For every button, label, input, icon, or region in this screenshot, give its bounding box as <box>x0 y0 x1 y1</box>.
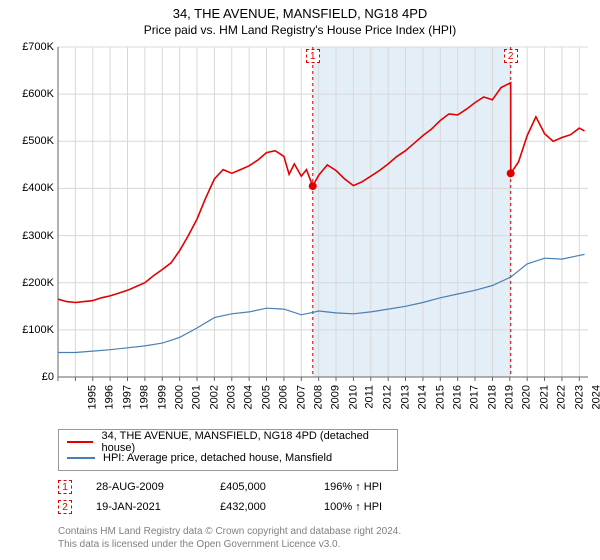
x-tick-label: 2018 <box>486 385 498 409</box>
legend-swatch <box>67 457 95 459</box>
footer-attribution: Contains HM Land Registry data © Crown c… <box>58 525 592 551</box>
x-axis-labels: 1995 1996 1997 1998 1999 2000 2001 2002 2003 2004… <box>8 381 592 425</box>
y-tick-label: £500K <box>8 135 54 147</box>
x-tick-label: 2011 <box>364 385 376 409</box>
legend-item: 34, THE AVENUE, MANSFIELD, NG18 4PD (det… <box>67 434 389 450</box>
sales-table: 1 28-AUG-2009 £405,000 196% ↑ HPI 2 19-JAN-20… <box>58 477 592 517</box>
x-tick-label: 1995 <box>86 385 98 409</box>
x-tick-label: 2012 <box>382 385 394 409</box>
x-tick-label: 2015 <box>434 385 446 409</box>
x-tick-label: 2010 <box>347 385 359 409</box>
x-tick-label: 2000 <box>173 385 185 409</box>
y-tick-label: £200K <box>8 277 54 289</box>
y-tick-label: £600K <box>8 88 54 100</box>
y-tick-label: £400K <box>8 182 54 194</box>
footer-line-1: Contains HM Land Registry data © Crown c… <box>58 525 592 538</box>
x-tick-label: 2022 <box>556 385 568 409</box>
x-tick-label: 2002 <box>208 385 220 409</box>
sale-date: 28-AUG-2009 <box>96 481 196 493</box>
sale-hpi: 100% ↑ HPI <box>324 501 424 513</box>
sale-date: 19-JAN-2021 <box>96 501 196 513</box>
x-tick-label: 1997 <box>121 385 133 409</box>
x-tick-label: 2021 <box>538 385 550 409</box>
x-tick-label: 2024 <box>590 385 600 409</box>
legend-label: HPI: Average price, detached house, Mans… <box>103 452 332 464</box>
sale-price: £432,000 <box>220 501 300 513</box>
sale-price: £405,000 <box>220 481 300 493</box>
x-tick-label: 1996 <box>104 385 116 409</box>
x-tick-label: 1998 <box>139 385 151 409</box>
sale-hpi: 196% ↑ HPI <box>324 481 424 493</box>
x-tick-label: 2020 <box>521 385 533 409</box>
y-tick-label: £100K <box>8 324 54 336</box>
x-tick-label: 2006 <box>278 385 290 409</box>
sale-marker-2: 2 <box>504 49 518 63</box>
x-tick-label: 2007 <box>295 385 307 409</box>
x-tick-label: 2014 <box>417 385 429 409</box>
x-tick-label: 2001 <box>191 385 203 409</box>
x-tick-label: 2023 <box>573 385 585 409</box>
legend-box: 34, THE AVENUE, MANSFIELD, NG18 4PD (det… <box>58 429 398 471</box>
legend-label: 34, THE AVENUE, MANSFIELD, NG18 4PD (det… <box>101 430 389 454</box>
sale-row-marker: 1 <box>58 480 72 494</box>
chart-subtitle: Price paid vs. HM Land Registry's House … <box>8 23 592 37</box>
y-tick-label: £300K <box>8 230 54 242</box>
x-tick-label: 1999 <box>156 385 168 409</box>
chart-title: 34, THE AVENUE, MANSFIELD, NG18 4PD <box>8 6 592 21</box>
x-tick-label: 2016 <box>451 385 463 409</box>
x-tick-label: 2017 <box>469 385 481 409</box>
x-tick-label: 2013 <box>399 385 411 409</box>
x-tick-label: 2004 <box>243 385 255 409</box>
sale-row: 2 19-JAN-2021 £432,000 100% ↑ HPI <box>58 497 592 517</box>
line-chart-svg <box>8 41 592 381</box>
y-tick-label: £700K <box>8 41 54 53</box>
x-tick-label: 2008 <box>312 385 324 409</box>
x-tick-label: 2019 <box>504 385 516 409</box>
sale-marker-1: 1 <box>306 49 320 63</box>
x-tick-label: 2005 <box>260 385 272 409</box>
sale-row: 1 28-AUG-2009 £405,000 196% ↑ HPI <box>58 477 592 497</box>
x-tick-label: 2003 <box>226 385 238 409</box>
x-tick-label: 2009 <box>330 385 342 409</box>
footer-line-2: This data is licensed under the Open Gov… <box>58 538 592 551</box>
chart-container: 34, THE AVENUE, MANSFIELD, NG18 4PD Pric… <box>0 0 600 551</box>
legend-swatch <box>67 441 93 443</box>
sale-row-marker: 2 <box>58 500 72 514</box>
chart-plot-area: £0£100K£200K£300K£400K£500K£600K£700K 12 <box>8 41 592 381</box>
